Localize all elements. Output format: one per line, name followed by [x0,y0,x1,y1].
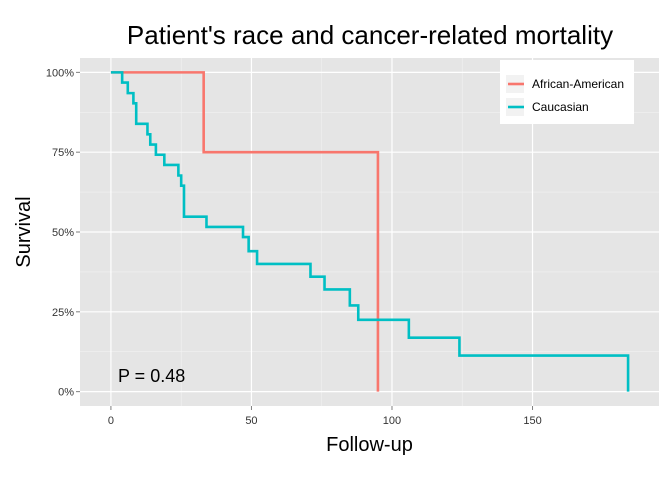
x-tick-label: 0 [108,415,114,427]
y-tick-label: 100% [46,67,74,79]
y-tick-label: 75% [52,147,74,159]
legend-label: African-American [532,77,624,91]
x-axis-title: Follow-up [326,434,413,456]
y-tick-label: 0% [58,387,74,399]
p-value-annotation: P = 0.48 [118,366,185,386]
y-axis-title: Survival [13,196,35,267]
survival-curve-african-american [110,71,380,392]
chart-title: Patient's race and cancer-related mortal… [127,20,613,50]
x-tick-label: 50 [245,415,257,427]
x-axis-ticks: 0 50 100 150 [108,406,542,427]
y-axis-ticks: 0% 25% 50% 75% 100% [46,67,80,399]
series-layer [110,71,630,392]
legend-label: Caucasian [532,100,589,114]
y-tick-label: 25% [52,307,74,319]
x-tick-label: 150 [523,415,541,427]
y-tick-label: 50% [52,227,74,239]
survival-curve-caucasian [110,71,630,392]
legend: African-American Caucasian [500,60,634,124]
x-tick-label: 100 [383,415,401,427]
